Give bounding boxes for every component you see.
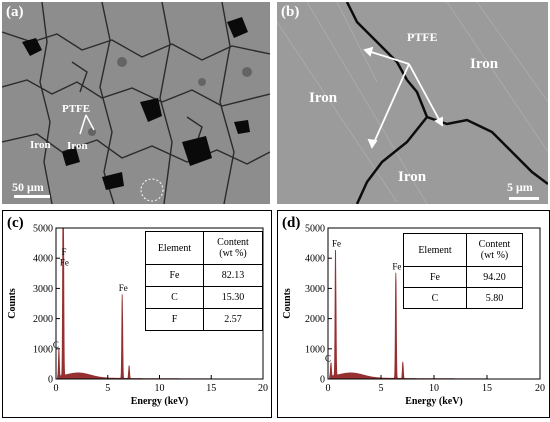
- x-axis-label: Energy (keV): [131, 396, 189, 407]
- table-cell: 94.20: [466, 266, 523, 288]
- x-tick-label: 20: [535, 383, 545, 394]
- x-tick-label: 15: [482, 383, 492, 394]
- table-cell: 15.30: [203, 286, 263, 309]
- table-cell: C: [403, 287, 467, 309]
- y-tick-label: 4000: [33, 254, 53, 265]
- x-tick-label: 10: [155, 383, 165, 394]
- scale-bar: [14, 195, 50, 198]
- y-tick-label: 3000: [33, 284, 53, 295]
- sem-texture-a: [2, 2, 270, 204]
- ptfe-label: PTFE: [62, 103, 91, 115]
- peak-label: Fe: [332, 239, 341, 249]
- table-cell: 2.57: [203, 308, 263, 331]
- panel-letter: (b): [281, 4, 300, 20]
- eds-chart-c: 0 1000 2000 3000 4000 5000 0 5 10 15 20 Energy (keV…: [7, 224, 268, 408]
- iron-label: Iron: [309, 90, 338, 106]
- ptfe-label: PTFE: [407, 30, 438, 44]
- table-cell: 5.80: [466, 287, 523, 309]
- x-tick-label: 5: [105, 383, 110, 394]
- eds-panel-c: (c) 0 1000 2000 3000 4000 5000 0 5 10 15 20 Energy …: [2, 210, 272, 418]
- table-header: Content (wt %): [466, 233, 523, 267]
- peak-label: Fe: [119, 283, 128, 293]
- table-header: Element: [145, 231, 204, 265]
- sem-image-a: (a) PTFE Iron Iron 50 μm: [2, 2, 270, 204]
- x-axis-label: Energy (keV): [405, 396, 463, 407]
- sem-image-b: (b) PTFE Iron Iron Iron 5 μm: [277, 2, 548, 204]
- x-tick-label: 20: [258, 383, 268, 394]
- y-tick-label: 1000: [33, 344, 53, 355]
- peak-label: Fe: [60, 258, 69, 268]
- x-tick-label: 10: [429, 383, 439, 394]
- y-tick-label: 1000: [305, 344, 325, 355]
- panel-letter: (c): [7, 215, 24, 231]
- y-tick-label: 5000: [305, 224, 325, 235]
- table-header: Element: [403, 233, 467, 267]
- peak-label: C: [325, 353, 331, 363]
- y-tick-label: 2000: [33, 314, 53, 325]
- table-cell: F: [145, 308, 204, 331]
- peak-label: Fe: [392, 261, 401, 271]
- y-tick-label: 0: [320, 375, 325, 386]
- composition-table: Element Content (wt %) Fe 94.20 C 5.80: [403, 233, 523, 309]
- iron-label: Iron: [470, 56, 499, 72]
- iron-label: Iron: [67, 140, 88, 152]
- scale-bar: [509, 197, 539, 200]
- table-header: Content (wt %): [203, 231, 263, 265]
- peak-label: C: [53, 340, 59, 350]
- x-tick-label: 5: [379, 383, 384, 394]
- x-tick-label: 15: [206, 383, 216, 394]
- y-axis-label: Counts: [282, 288, 293, 319]
- eds-chart-d: 0 1000 2000 3000 4000 5000 0 5 10 15 20 Energy (keV…: [282, 224, 545, 408]
- panel-letter: (a): [6, 4, 24, 20]
- x-tick-label: 0: [326, 383, 331, 394]
- iron-label: Iron: [398, 169, 427, 185]
- y-tick-label: 3000: [305, 284, 325, 295]
- y-tick-label: 2000: [305, 314, 325, 325]
- table-cell: Fe: [403, 266, 467, 288]
- sem-texture-b: [277, 2, 548, 204]
- x-tick-label: 0: [54, 383, 59, 394]
- y-tick-label: 0: [48, 375, 53, 386]
- peak-label: F: [62, 247, 67, 257]
- scale-label: 50 μm: [12, 180, 44, 194]
- y-axis-label: Counts: [7, 288, 18, 319]
- y-tick-label: 4000: [305, 254, 325, 265]
- y-tick-label: 5000: [33, 224, 53, 235]
- panel-letter: (d): [282, 215, 301, 231]
- scale-label: 5 μm: [507, 180, 533, 194]
- table-cell: Fe: [145, 264, 204, 287]
- iron-label: Iron: [30, 139, 51, 151]
- table-cell: C: [145, 286, 204, 309]
- table-cell: 82.13: [203, 264, 263, 287]
- eds-panel-d: (d) 0 1000 2000 3000 4000 5000 0 5 10 15 20 Energy …: [277, 210, 550, 418]
